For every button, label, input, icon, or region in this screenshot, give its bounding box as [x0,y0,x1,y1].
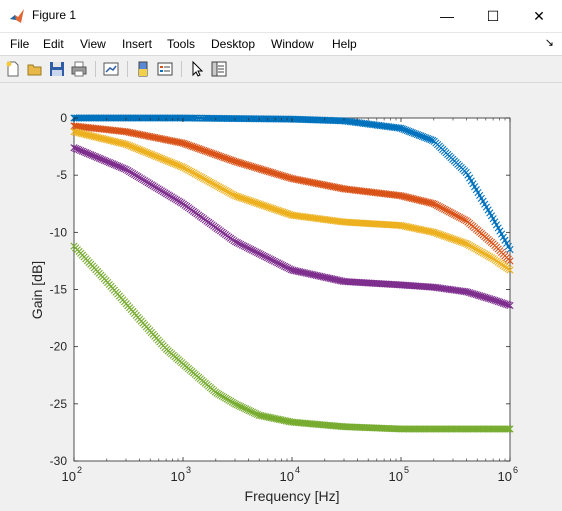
link-plot-icon[interactable] [102,60,120,78]
series-markers [70,144,514,310]
menu-view[interactable]: View [80,37,106,51]
toolbar-separator [127,61,128,77]
insert-legend-icon[interactable] [156,60,174,78]
x-tick-label-exponent: 3 [186,465,191,475]
menu-bar: File Edit View Insert Tools Desktop Wind… [0,33,562,56]
series-markers [70,242,514,433]
menu-window[interactable]: Window [271,37,314,51]
menu-file[interactable]: File [10,37,30,51]
y-tick-label: -30 [50,454,68,468]
menu-tools[interactable]: Tools [167,37,196,51]
minimize-button[interactable]: — [440,8,454,24]
menu-help[interactable]: Help [332,37,357,51]
close-button[interactable]: ✕ [533,8,545,24]
y-tick-label: -15 [50,283,68,297]
maximize-button[interactable]: ☐ [486,8,500,24]
series-5-line [70,242,514,433]
x-tick-label-base: 10 [171,469,185,484]
y-tick-label: -20 [50,340,68,354]
x-tick-label-base: 10 [389,469,403,484]
matlab-logo-icon [10,9,24,23]
x-axis-label: Frequency [Hz] [245,488,340,504]
toolbar-separator [95,61,96,77]
open-file-icon[interactable] [26,60,44,78]
menu-overflow-arrow-icon[interactable]: ↘ [544,37,554,49]
x-tick-label-base: 10 [498,469,512,484]
series-markers [70,128,514,274]
save-icon[interactable] [48,60,66,78]
series-markers [70,122,514,265]
edit-plot-arrow-icon[interactable] [188,60,206,78]
y-tick-label: -5 [56,168,67,182]
title-bar: Figure 1 — ☐ ✕ [0,0,562,33]
x-tick-label-base: 10 [280,469,294,484]
toolbar-separator [181,61,182,77]
y-axis-label: Gain [dB] [29,261,45,319]
toolbar [0,56,562,83]
property-inspector-icon[interactable] [210,60,228,78]
print-icon[interactable] [70,60,88,78]
y-tick-label: -25 [50,397,68,411]
x-tick-label-base: 10 [62,469,76,484]
menu-desktop[interactable]: Desktop [211,37,256,51]
figure-canvas: 0 -5 -10 -15 -20 -25 -30 10 2 10 3 10 4 10 5 10 6 Freque… [0,83,562,506]
y-tick-label: -10 [50,225,68,239]
menu-insert[interactable]: Insert [122,37,153,51]
series-2-line [70,122,514,265]
series-4-line [70,144,514,310]
series-3-line [70,128,514,274]
x-tick-label-exponent: 5 [404,465,409,475]
window-title: Figure 1 [32,8,77,22]
menu-edit[interactable]: Edit [43,37,64,51]
new-figure-icon[interactable] [4,60,22,78]
insert-colorbar-icon[interactable] [134,60,152,78]
x-tick-label-exponent: 4 [295,465,300,475]
y-tick-label: 0 [60,111,67,125]
x-tick-label-exponent: 6 [513,465,518,475]
x-tick-label-exponent: 2 [77,465,82,475]
